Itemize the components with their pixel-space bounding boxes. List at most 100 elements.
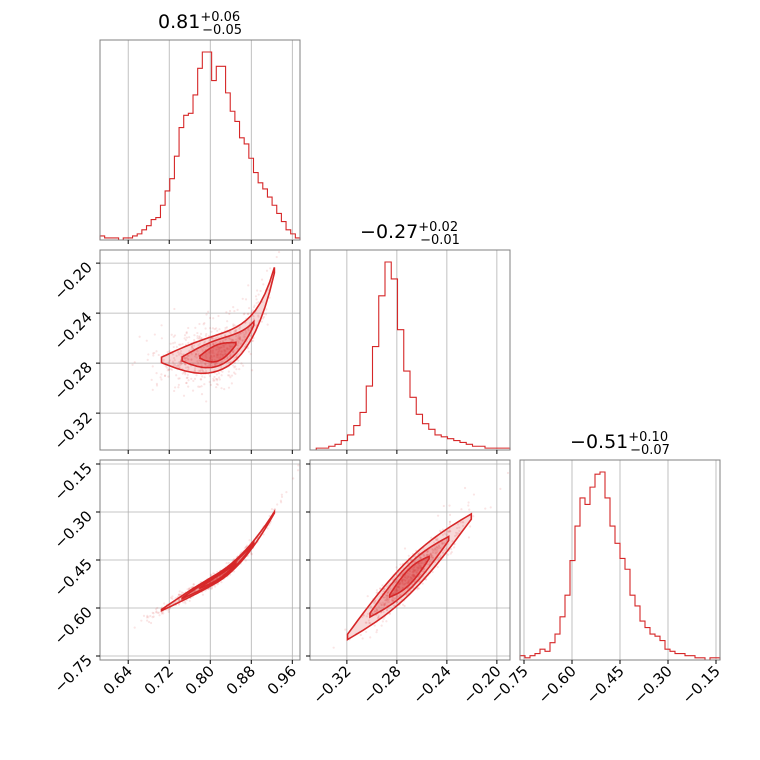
sample-point bbox=[429, 552, 432, 555]
sample-point bbox=[418, 587, 421, 590]
sample-point bbox=[417, 567, 420, 570]
sample-point bbox=[397, 582, 401, 586]
sample-point bbox=[395, 566, 398, 569]
sample-point bbox=[203, 341, 206, 345]
sample-point bbox=[273, 507, 276, 511]
sample-point bbox=[237, 336, 240, 339]
sample-point bbox=[467, 536, 471, 539]
sample-point bbox=[216, 379, 219, 382]
sample-point bbox=[386, 601, 389, 604]
sample-point bbox=[215, 386, 218, 389]
sample-point bbox=[177, 386, 180, 389]
sample-point bbox=[431, 549, 434, 552]
sample-point bbox=[361, 637, 364, 640]
sample-point bbox=[216, 383, 219, 386]
sample-point bbox=[231, 350, 235, 353]
sample-point bbox=[226, 346, 229, 350]
sample-point bbox=[415, 567, 418, 570]
sample-point bbox=[155, 384, 159, 387]
sample-point bbox=[454, 531, 458, 534]
sample-point bbox=[230, 374, 234, 377]
sample-point bbox=[210, 354, 213, 357]
sample-point bbox=[386, 591, 389, 594]
sample-point bbox=[204, 362, 207, 366]
sample-point bbox=[191, 344, 194, 347]
sample-point bbox=[461, 520, 464, 523]
sample-point bbox=[395, 589, 398, 592]
sample-point bbox=[386, 590, 389, 594]
sample-point bbox=[218, 350, 221, 353]
sample-point bbox=[406, 572, 410, 575]
sample-point bbox=[412, 569, 415, 572]
sample-point bbox=[200, 361, 203, 364]
sample-point bbox=[415, 571, 419, 574]
sample-point bbox=[216, 348, 219, 351]
sample-point bbox=[432, 541, 436, 544]
contour-level-3 bbox=[199, 341, 237, 363]
sample-point bbox=[152, 354, 155, 357]
sample-point bbox=[173, 389, 176, 393]
grid-lines bbox=[523, 460, 717, 660]
grid-lines bbox=[100, 250, 300, 450]
sample-point bbox=[244, 559, 247, 562]
sample-point bbox=[171, 595, 174, 598]
sample-point bbox=[197, 361, 200, 365]
sample-point bbox=[221, 353, 224, 357]
sample-point bbox=[394, 591, 398, 594]
sample-point bbox=[167, 610, 170, 613]
sample-point bbox=[448, 520, 452, 523]
sample-point bbox=[194, 367, 197, 370]
sample-point bbox=[190, 346, 193, 349]
sample-point bbox=[410, 577, 413, 581]
sample-point bbox=[413, 574, 416, 578]
sample-point bbox=[468, 508, 471, 511]
sample-point bbox=[186, 376, 189, 379]
sample-point bbox=[183, 357, 187, 360]
sample-point bbox=[441, 551, 445, 554]
sample-point bbox=[213, 359, 216, 362]
sample-point bbox=[257, 293, 260, 296]
sample-point bbox=[214, 585, 217, 588]
y-tick-label: −0.45 bbox=[51, 555, 96, 600]
sample-point bbox=[236, 352, 239, 356]
sample-point bbox=[179, 360, 182, 363]
contour-level-2 bbox=[181, 540, 255, 601]
sample-point bbox=[181, 372, 184, 375]
sample-point bbox=[214, 363, 217, 366]
sample-point bbox=[430, 555, 433, 559]
sample-point bbox=[261, 317, 265, 320]
sample-point bbox=[455, 533, 458, 537]
sample-point bbox=[255, 324, 258, 327]
sample-point bbox=[413, 565, 416, 568]
sample-point bbox=[183, 600, 187, 603]
sample-point bbox=[448, 529, 451, 533]
sample-point bbox=[163, 374, 167, 378]
sample-point bbox=[182, 601, 185, 604]
sample-point bbox=[200, 385, 203, 388]
sample-point bbox=[377, 616, 380, 619]
sample-point bbox=[201, 348, 204, 351]
sample-point bbox=[435, 548, 438, 551]
sample-point bbox=[175, 345, 178, 348]
sample-point bbox=[425, 553, 429, 557]
x-tick-label: −0.28 bbox=[359, 662, 404, 707]
sample-point bbox=[215, 382, 218, 386]
y-tick-label: −0.32 bbox=[51, 408, 96, 453]
sample-point bbox=[194, 370, 197, 373]
sample-point bbox=[205, 356, 208, 359]
sample-point bbox=[234, 372, 237, 375]
sample-point bbox=[217, 356, 220, 359]
sample-point bbox=[222, 344, 226, 347]
sample-point bbox=[219, 341, 222, 344]
sample-point bbox=[426, 550, 429, 553]
y-tick-label: −0.28 bbox=[51, 358, 96, 403]
sample-point bbox=[407, 575, 410, 579]
sample-point bbox=[237, 340, 240, 343]
sample-point bbox=[409, 576, 412, 579]
sample-point bbox=[413, 560, 416, 563]
sample-point bbox=[229, 353, 232, 356]
sample-point bbox=[184, 359, 187, 362]
sample-point bbox=[458, 526, 461, 529]
sample-point bbox=[413, 566, 416, 569]
sample-point bbox=[401, 579, 404, 583]
